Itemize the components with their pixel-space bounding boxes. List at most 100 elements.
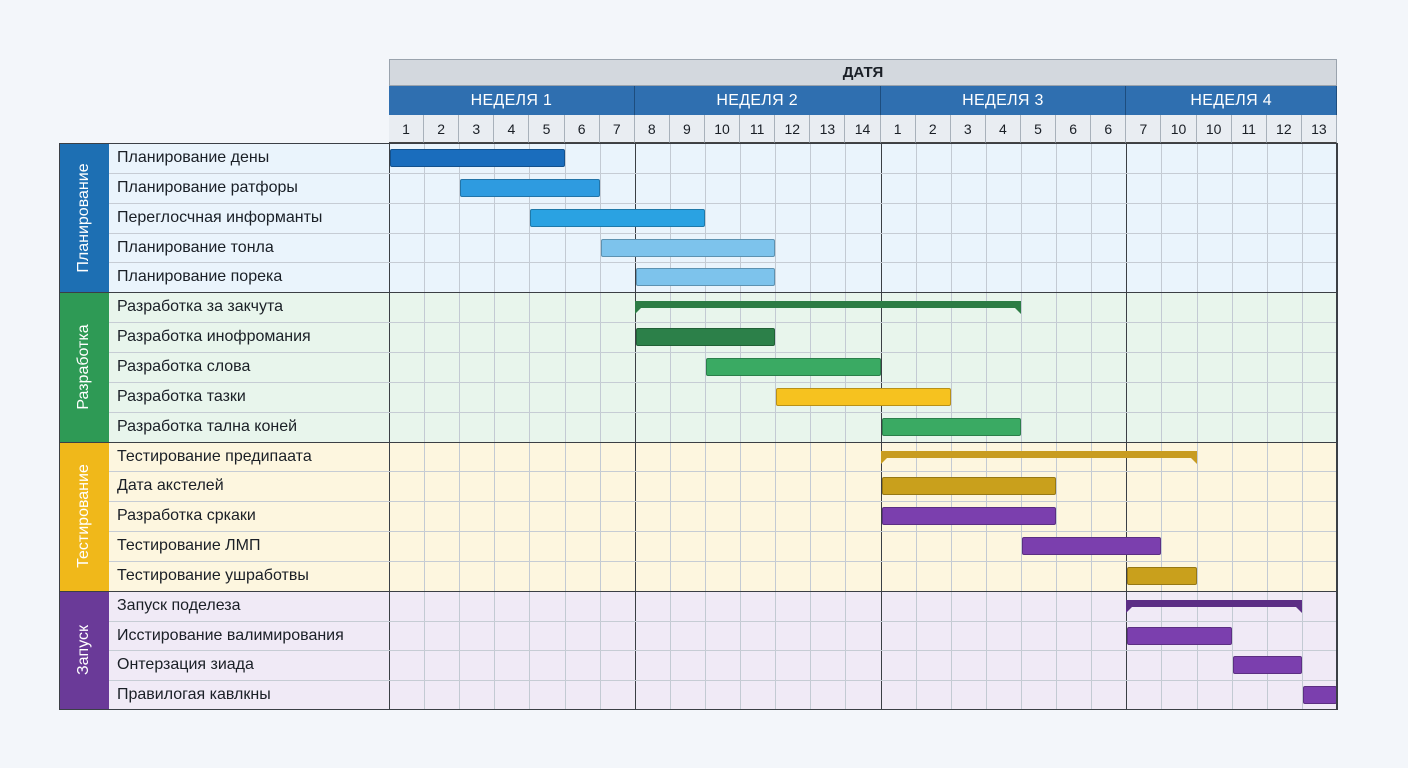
row-line (109, 560, 1337, 562)
task-label: Планирование тонла (117, 238, 274, 256)
grid-line (1056, 143, 1058, 710)
day-header: 10 (1161, 115, 1197, 143)
row-line (109, 351, 1337, 353)
day-header: 9 (669, 115, 705, 143)
week-header: НЕДЕЛЯ 2 (634, 86, 881, 115)
task-column-bg (109, 292, 389, 442)
task-bar[interactable] (776, 387, 951, 406)
grid-line (669, 143, 671, 710)
task-bar[interactable] (600, 238, 776, 257)
phase-label: Разработка (59, 292, 109, 442)
row-line (59, 590, 1337, 592)
day-header: 12 (1266, 115, 1302, 143)
grid-bg (389, 441, 1337, 591)
task-bar[interactable] (1232, 656, 1302, 675)
row-line (109, 531, 1337, 533)
day-header: 10 (1196, 115, 1232, 143)
task-bar[interactable] (881, 507, 1057, 526)
row-line (59, 441, 1337, 443)
day-header: 14 (845, 115, 881, 143)
row-line (109, 620, 1337, 622)
task-bar[interactable] (635, 268, 776, 287)
row-line (109, 232, 1337, 234)
grid-line (1021, 143, 1022, 710)
grid-line (1196, 143, 1198, 710)
task-label: Разработка за закчута (117, 298, 284, 316)
grid-line (845, 143, 847, 710)
summary-bar[interactable] (880, 450, 1197, 464)
task-label: Планирование ратфоры (117, 178, 298, 196)
date-header: ДАТЯ (389, 59, 1337, 86)
task-bar[interactable] (881, 417, 1021, 436)
task-label: Исстирование валимирования (117, 626, 344, 644)
task-label: Тестирование ЛМП (117, 537, 261, 555)
task-label: Правилогая кавлкны (117, 686, 271, 704)
task-bar[interactable] (635, 328, 776, 347)
day-header: 7 (599, 115, 635, 143)
day-header: 1 (389, 115, 425, 143)
day-header: 5 (1021, 115, 1057, 143)
day-header: 2 (915, 115, 951, 143)
week-header: НЕДЕЛЯ 3 (880, 86, 1127, 115)
grid-line (424, 143, 426, 710)
task-label: Планирование порека (117, 268, 283, 286)
task-label: Переглосчная информанты (117, 208, 323, 226)
grid-line (1231, 143, 1233, 710)
task-label: Планирование дены (117, 149, 270, 166)
day-header: 13 (810, 115, 846, 143)
task-label: Разработка слова (117, 357, 251, 375)
phase-label: Тестирование (59, 441, 109, 591)
grid-line (564, 143, 566, 710)
day-header: 10 (705, 115, 741, 143)
task-bar[interactable] (881, 477, 1057, 496)
summary-bar[interactable] (1126, 599, 1302, 613)
row-line (109, 650, 1337, 652)
day-header: 3 (950, 115, 986, 143)
day-header: 11 (1231, 115, 1267, 143)
task-label: Разработка сркаки (117, 507, 256, 525)
day-header: 2 (424, 115, 460, 143)
grid-line (1301, 143, 1303, 710)
day-header: 4 (985, 115, 1021, 143)
task-bar[interactable] (530, 208, 705, 227)
day-header: 7 (1126, 115, 1162, 143)
row-line (109, 262, 1337, 264)
grid-line (599, 143, 601, 710)
task-label: Онтерзация зиада (117, 656, 254, 674)
grid-line (880, 143, 882, 710)
grid-line (775, 143, 777, 710)
task-label: Тестирование ушработвы (117, 566, 309, 584)
task-bar[interactable] (1302, 686, 1337, 705)
row-line (109, 501, 1337, 503)
row-line (109, 471, 1337, 473)
day-header: 6 (1091, 115, 1127, 143)
phase-name: Разработка (75, 324, 92, 410)
summary-bar[interactable] (634, 301, 1022, 315)
grid-line (705, 143, 706, 710)
task-label: Разработка тална коней (117, 417, 298, 435)
task-bar[interactable] (1022, 537, 1162, 556)
phase-label: Запуск (59, 590, 109, 711)
task-bar[interactable] (1127, 626, 1232, 645)
phase-label: Планирование (59, 143, 109, 293)
task-bar[interactable] (460, 178, 600, 197)
task-bar[interactable] (1127, 566, 1197, 585)
grid-line (459, 143, 461, 710)
week-header: НЕДЕЛЯ 1 (389, 86, 635, 115)
phase-name: Запуск (75, 625, 92, 676)
day-header: 1 (880, 115, 916, 143)
grid-line (1161, 143, 1163, 710)
row-line (109, 172, 1337, 174)
grid-line (1337, 143, 1338, 710)
day-header: 5 (529, 115, 565, 143)
phase-name: Планирование (75, 163, 92, 273)
row-line (109, 322, 1337, 324)
day-header: 11 (740, 115, 776, 143)
grid-line (634, 143, 636, 710)
grid-line (740, 143, 742, 710)
grid-line (810, 143, 812, 710)
task-bar[interactable] (706, 357, 881, 376)
task-bar[interactable] (390, 149, 565, 167)
grid-line (1091, 143, 1093, 710)
